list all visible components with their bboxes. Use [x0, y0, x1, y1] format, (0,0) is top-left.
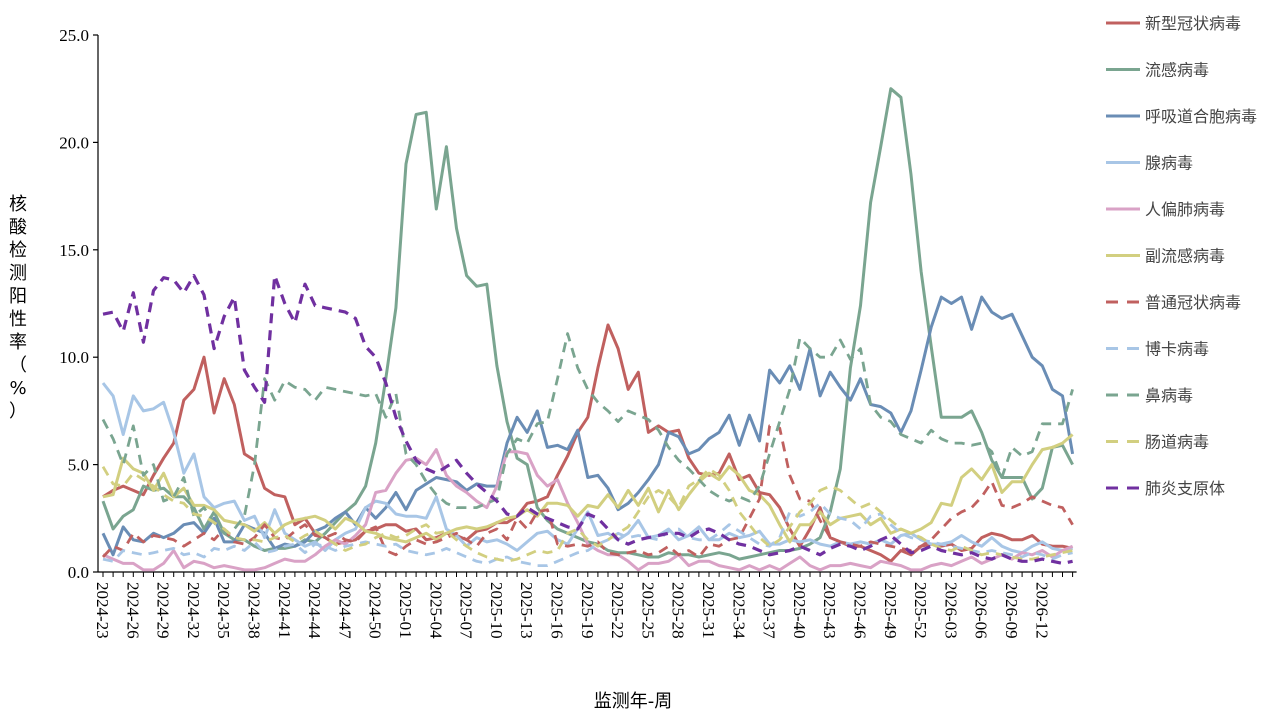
x-tick-label: 2025-04 — [426, 582, 445, 639]
y-tick-label: 10.0 — [59, 348, 89, 367]
x-tick-label: 2025-40 — [790, 582, 809, 639]
legend-item: 博卡病毒 — [1106, 340, 1209, 359]
x-tick-label: 2025-46 — [851, 582, 870, 639]
series-line-8 — [101, 332, 1074, 535]
x-tick-label: 2025-43 — [820, 582, 839, 639]
x-tick-label: 2025-19 — [578, 582, 597, 639]
legend-label: 人偏肺病毒 — [1145, 200, 1225, 219]
y-axis-title: 核酸检测阳性率（%） — [9, 194, 27, 422]
legend-item: 副流感病毒 — [1106, 247, 1225, 266]
x-tick-label: 2024-47 — [335, 582, 354, 639]
x-axis-title: 监测年-周 — [594, 691, 673, 712]
legend-label: 鼻病毒 — [1145, 386, 1193, 405]
x-tick-label: 2024-38 — [245, 582, 264, 639]
y-tick-label: 25.0 — [59, 26, 89, 45]
legend: 新型冠状病毒流感病毒呼吸道合胞病毒腺病毒人偏肺病毒副流感病毒普通冠状病毒博卡病毒… — [1106, 14, 1257, 498]
x-tick-label: 2024-29 — [154, 582, 173, 639]
legend-label: 肠道病毒 — [1145, 433, 1209, 452]
legend-label: 普通冠状病毒 — [1145, 293, 1241, 312]
x-tick-label: 2025-28 — [669, 582, 688, 639]
x-tick-label: 2025-22 — [608, 582, 627, 639]
y-tick-label: 5.0 — [68, 456, 89, 475]
x-tick-label: 2026-03 — [941, 582, 960, 639]
x-tick-label: 2026-06 — [972, 582, 991, 639]
legend-item: 人偏肺病毒 — [1106, 200, 1225, 219]
x-tick-label: 2024-32 — [184, 582, 203, 639]
x-tick-label: 2026-09 — [1002, 582, 1021, 639]
x-tick-label: 2024-26 — [123, 582, 142, 639]
legend-label: 肺炎支原体 — [1145, 479, 1225, 498]
series-line-4 — [102, 448, 1074, 572]
x-tick-label: 2025-01 — [396, 582, 415, 639]
legend-item: 流感病毒 — [1106, 61, 1209, 80]
x-tick-label: 2025-10 — [487, 582, 506, 639]
x-tick-label: 2025-37 — [760, 582, 779, 639]
legend-label: 副流感病毒 — [1145, 247, 1225, 266]
x-tick-label: 2024-44 — [305, 582, 324, 639]
x-tick-label: 2025-34 — [729, 582, 748, 639]
legend-item: 肠道病毒 — [1106, 433, 1209, 452]
x-tick-label: 2024-35 — [214, 582, 233, 639]
legend-label: 博卡病毒 — [1145, 340, 1209, 359]
legend-item: 新型冠状病毒 — [1106, 14, 1241, 33]
series-line-5 — [102, 433, 1074, 544]
x-tick-label: 2024-23 — [93, 582, 112, 639]
y-axis: 0.0 5.0 10.0 15.0 20.0 25.0 — [59, 26, 99, 582]
legend-label: 腺病毒 — [1145, 154, 1193, 173]
y-tick-label: 0.0 — [68, 563, 89, 582]
y-tick-label: 15.0 — [59, 241, 89, 260]
x-tick-label: 2025-49 — [881, 582, 900, 639]
series-line-0 — [102, 323, 1073, 563]
x-axis: 2024-23 2024-26 2024-29 2024-32 2024-35 2024-… — [93, 571, 1077, 639]
x-tick-label: 2025-13 — [517, 582, 536, 639]
legend-label: 呼吸道合胞病毒 — [1145, 107, 1257, 126]
x-tick-label: 2024-41 — [275, 582, 294, 639]
x-tick-label: 2025-07 — [457, 582, 476, 639]
series-line-7 — [102, 501, 1073, 567]
legend-label: 流感病毒 — [1145, 61, 1209, 80]
legend-item: 鼻病毒 — [1106, 386, 1193, 405]
series-line-10 — [102, 274, 1073, 565]
legend-label: 新型冠状病毒 — [1145, 14, 1241, 33]
series-line-6 — [101, 424, 1074, 559]
series-layer — [101, 87, 1075, 572]
x-tick-label: 2025-52 — [911, 582, 930, 639]
x-tick-label: 2024-50 — [366, 582, 385, 639]
legend-item: 腺病毒 — [1106, 154, 1193, 173]
x-tick-label: 2025-25 — [638, 582, 657, 639]
x-tick-label: 2026-12 — [1032, 582, 1051, 639]
legend-item: 肺炎支原体 — [1106, 479, 1225, 498]
y-tick-label: 20.0 — [59, 133, 89, 152]
x-tick-label: 2025-16 — [548, 582, 567, 639]
legend-item: 普通冠状病毒 — [1106, 293, 1241, 312]
x-tick-label: 2025-31 — [699, 582, 718, 639]
series-line-9 — [101, 465, 1073, 563]
legend-item: 呼吸道合胞病毒 — [1106, 107, 1257, 126]
